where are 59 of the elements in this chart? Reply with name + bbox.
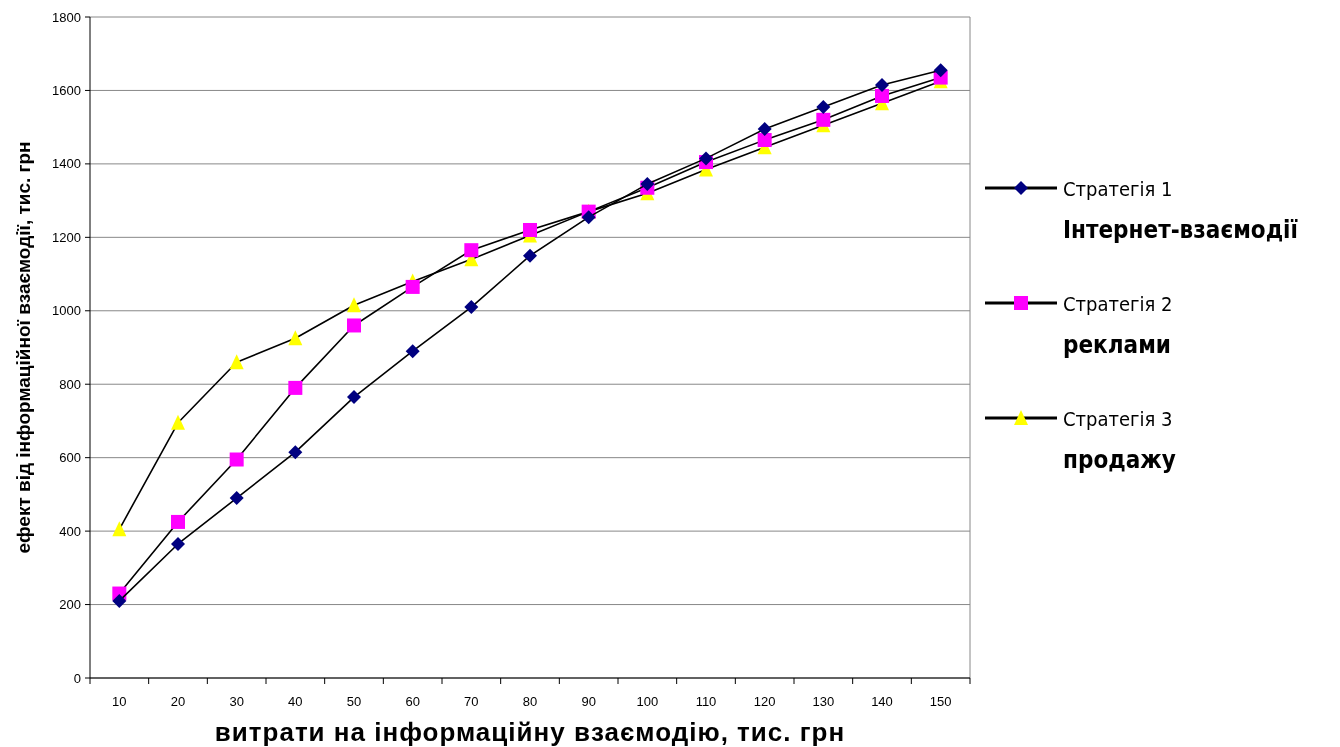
point bbox=[757, 122, 772, 136]
point bbox=[347, 318, 361, 333]
y-tick-label: 0 bbox=[73, 670, 81, 686]
point bbox=[229, 452, 244, 467]
x-tick-label: 60 bbox=[405, 694, 420, 709]
x-tick-label: 130 bbox=[812, 694, 835, 709]
x-tick-label: 40 bbox=[288, 694, 303, 709]
y-tick-label: 1600 bbox=[52, 82, 81, 98]
x-tick-label: 80 bbox=[522, 694, 538, 709]
y-tick-label: 1200 bbox=[52, 229, 81, 245]
x-tick-label: 90 bbox=[581, 694, 596, 709]
point bbox=[523, 248, 537, 263]
point bbox=[757, 133, 772, 148]
point bbox=[288, 330, 303, 346]
point bbox=[581, 210, 596, 225]
x-tick-label: 100 bbox=[636, 694, 659, 709]
point bbox=[933, 63, 948, 78]
point bbox=[816, 99, 831, 114]
y-tick-label: 600 bbox=[59, 450, 81, 466]
point bbox=[523, 222, 537, 237]
x-tick-label: 50 bbox=[346, 694, 362, 709]
point bbox=[171, 414, 185, 430]
legend-label: Стратегія 1 Інтернет-взаємодії bbox=[1063, 177, 1299, 244]
point bbox=[288, 445, 303, 460]
point bbox=[171, 536, 185, 551]
point bbox=[171, 514, 185, 529]
point bbox=[816, 112, 831, 127]
y-tick-label: 1000 bbox=[52, 303, 81, 319]
y-tick-label: 200 bbox=[59, 597, 81, 613]
point bbox=[112, 521, 127, 537]
point bbox=[405, 344, 420, 359]
point bbox=[464, 243, 479, 258]
y-tick-label: 1400 bbox=[52, 156, 81, 172]
x-tick-label: 140 bbox=[871, 694, 893, 709]
point bbox=[229, 354, 244, 370]
x-axis-title: витрати на інформаційну взаємодію, тис. грн bbox=[214, 717, 846, 747]
x-tick-label: 120 bbox=[753, 694, 776, 709]
legend-label: Стратегія 3 продажу bbox=[1063, 407, 1176, 474]
x-tick-label: 20 bbox=[170, 694, 186, 709]
point bbox=[347, 297, 361, 313]
x-tick-label: 150 bbox=[929, 694, 952, 709]
legend-label: Стратегія 2 реклами bbox=[1063, 292, 1173, 359]
y-axis-title: ефект від інформаційної взаємодії, тис. грн bbox=[13, 141, 34, 554]
x-tick-label: 70 bbox=[464, 694, 479, 709]
x-tick-label: 110 bbox=[695, 694, 717, 709]
point bbox=[288, 380, 303, 395]
x-tick-label: 10 bbox=[112, 694, 127, 709]
point bbox=[699, 151, 713, 166]
point bbox=[347, 390, 361, 405]
y-tick-label: 800 bbox=[59, 376, 81, 392]
point bbox=[229, 491, 244, 506]
point bbox=[464, 300, 479, 315]
y-tick-label: 1800 bbox=[52, 9, 81, 25]
point bbox=[875, 77, 889, 92]
y-tick-label: 400 bbox=[59, 523, 81, 539]
point bbox=[875, 88, 889, 103]
point bbox=[112, 593, 127, 608]
point bbox=[405, 279, 420, 294]
x-tick-label: 30 bbox=[229, 694, 244, 709]
